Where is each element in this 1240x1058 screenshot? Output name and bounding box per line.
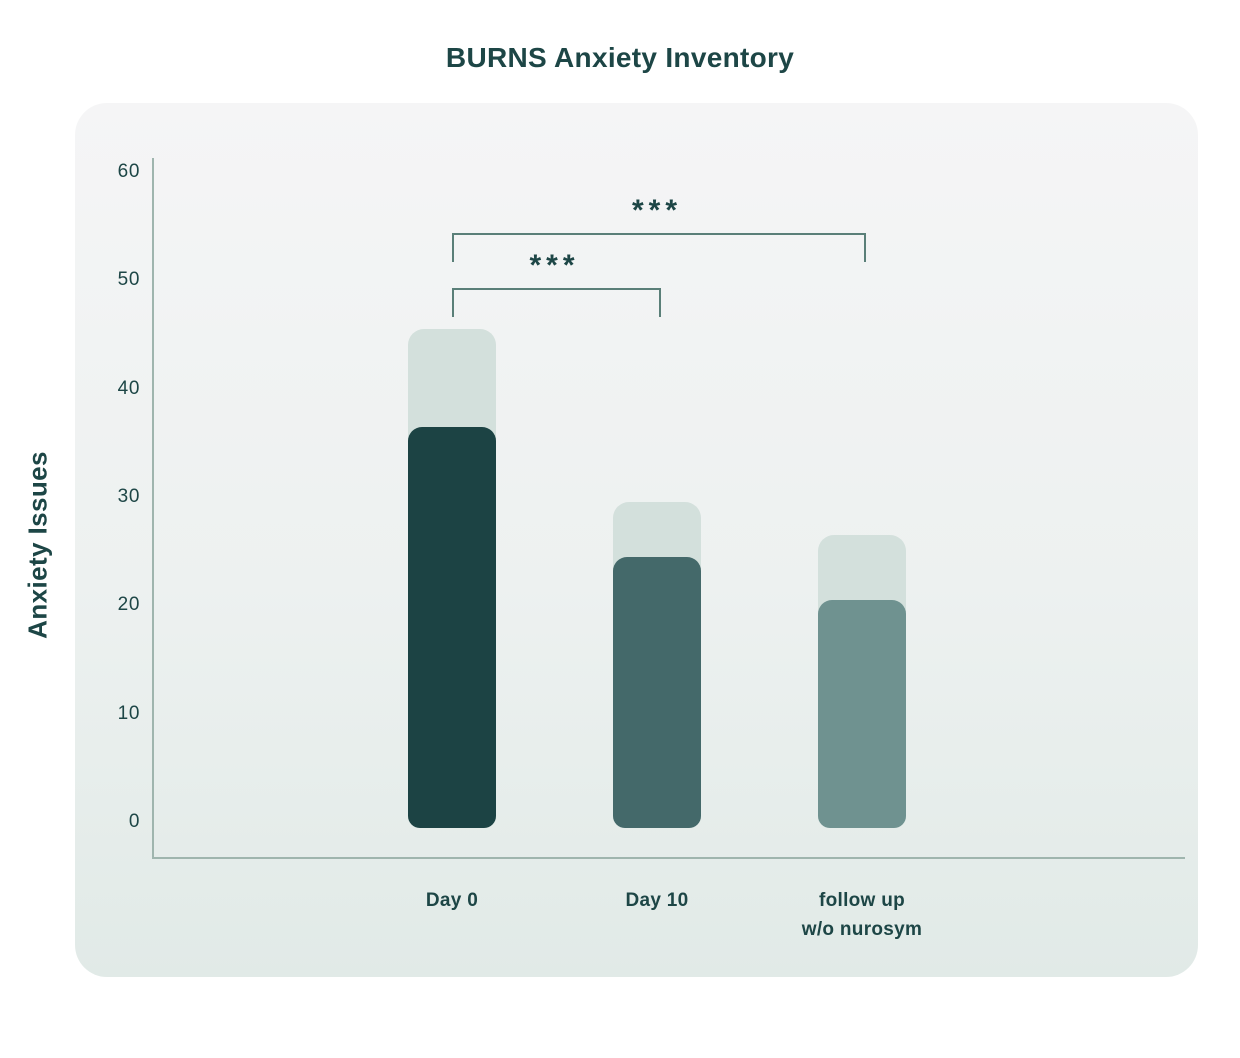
y-axis-title: Anxiety Issues bbox=[22, 451, 53, 639]
y-tick-label-10: 10 bbox=[117, 702, 140, 724]
x-axis-line bbox=[152, 857, 1185, 859]
x-axis-label-2: follow up w/o nurosym bbox=[801, 890, 923, 940]
y-tick-label-0: 0 bbox=[128, 811, 140, 832]
bar-value-0 bbox=[408, 426, 496, 828]
x-axis-label-0: Day 0 bbox=[425, 890, 479, 911]
y-tick-label-50: 50 bbox=[117, 269, 140, 291]
y-tick-label-40: 40 bbox=[117, 377, 140, 399]
chart-title: BURNS Anxiety Inventory bbox=[445, 42, 795, 73]
bar-value-1 bbox=[613, 556, 701, 828]
x-axis-label-1: Day 10 bbox=[625, 890, 689, 911]
significance-bracket-1 bbox=[452, 233, 866, 262]
y-tick-label-60: 60 bbox=[117, 161, 140, 183]
y-axis-line bbox=[152, 158, 154, 858]
significance-label-0: *** bbox=[529, 249, 580, 282]
significance-label-1: *** bbox=[631, 194, 683, 227]
significance-bracket-0 bbox=[452, 288, 661, 317]
bar-value-2 bbox=[818, 599, 906, 828]
y-tick-label-30: 30 bbox=[117, 486, 140, 507]
y-tick-label-20: 20 bbox=[117, 594, 140, 616]
